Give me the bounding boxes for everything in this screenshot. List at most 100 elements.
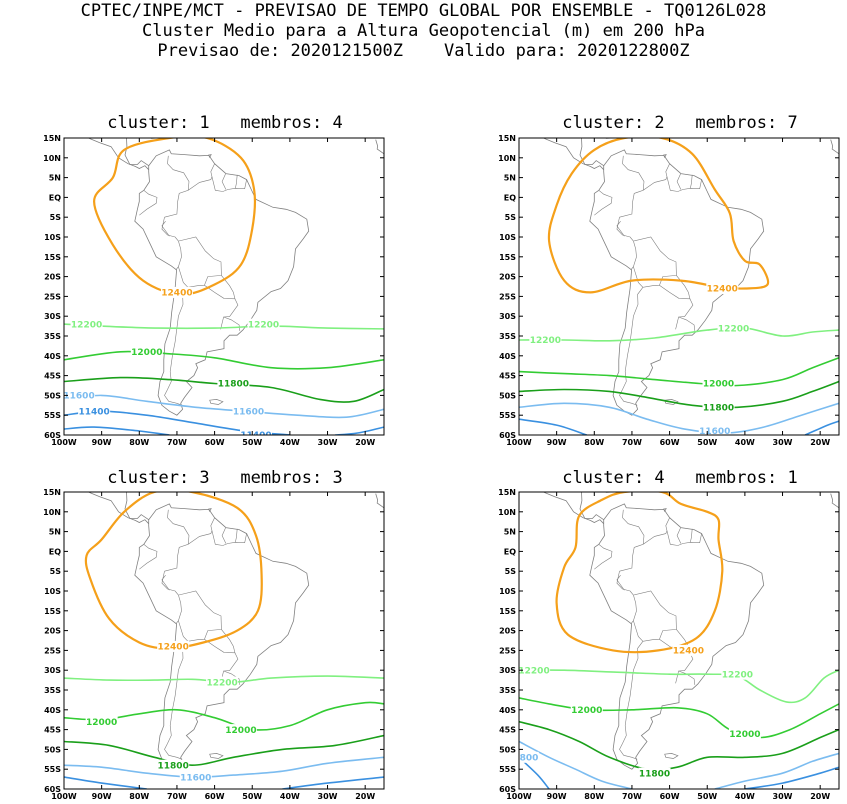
country-border [665, 517, 702, 546]
contour-line [519, 720, 839, 771]
country-border [221, 173, 227, 190]
lat-tick-label: 30S [499, 312, 516, 321]
country-border [204, 629, 236, 654]
country-border [188, 176, 213, 191]
lat-tick-label: 10N [43, 154, 61, 163]
contour-line [519, 357, 839, 387]
contour-line [64, 426, 170, 435]
contour-label: 12200 [71, 320, 102, 330]
lon-tick-label: 80W [584, 438, 604, 447]
contour-label-bg [70, 318, 103, 330]
contour-label: 11400 [78, 407, 109, 417]
coastline [542, 492, 604, 524]
map-content: 12400 12200 12200 12000 12000 11800 11800 [519, 492, 839, 789]
lat-tick-label: 50S [499, 745, 516, 754]
country-border [204, 275, 236, 300]
country-border [619, 641, 644, 760]
lon-tick-label: 40W [280, 792, 300, 801]
contour-label: 12000 [703, 380, 734, 390]
map-frame [63, 137, 385, 436]
coastline [579, 492, 604, 521]
contour-label-bg [721, 668, 754, 680]
lon-tick-label: 100W [51, 792, 77, 801]
contour-line [64, 776, 147, 789]
country-border [675, 298, 694, 330]
lat-tick-label: 35S [44, 332, 61, 341]
coastline [124, 138, 149, 167]
lat-tick-label: 15S [499, 253, 516, 262]
contour-line [744, 766, 839, 789]
country-border [220, 298, 239, 330]
contour-line [335, 426, 384, 435]
coastline [375, 493, 384, 509]
contour-line [64, 323, 384, 330]
contour-label-bg [247, 318, 280, 330]
lat-tick-label: 5S [505, 567, 517, 576]
coastline [87, 492, 149, 524]
contour-line [64, 756, 384, 778]
contour-label: 12000 [86, 718, 117, 728]
lon-tick-label: 30W [318, 438, 338, 447]
contour-label: 12200 [718, 324, 749, 334]
contour-label-bg [702, 378, 735, 390]
lat-tick-label: 15N [498, 488, 516, 497]
lon-tick-label: 80W [129, 792, 149, 801]
lat-tick-label: 15S [44, 607, 61, 616]
lat-tick-label: 40S [499, 352, 516, 361]
lon-tick-label: 30W [318, 792, 338, 801]
country-border [139, 544, 158, 570]
lon-tick-label: 100W [506, 792, 532, 801]
lat-tick-label: 20S [44, 627, 61, 636]
country-border [678, 670, 696, 685]
map-panel-cluster-4: 12400 12200 12200 12000 12000 11800 11800 15N 10… [498, 488, 840, 801]
contour-line [519, 380, 839, 409]
lat-tick-label: 60S [499, 785, 516, 794]
country-border [221, 527, 227, 544]
lat-tick-label: 15S [499, 607, 516, 616]
contour-label: 12000 [729, 730, 760, 740]
lat-tick-label: 40S [499, 706, 516, 715]
lon-tick-label: 100W [506, 438, 532, 447]
lat-tick-label: 40S [44, 352, 61, 361]
lat-tick-label: 15N [43, 488, 61, 497]
contour-label: 11800 [218, 380, 249, 390]
lat-tick-label: 10S [499, 587, 516, 596]
country-border [164, 155, 190, 218]
lat-tick-label: 15N [498, 134, 516, 143]
panel-2-title: cluster: 2 membros: 7 [562, 113, 798, 133]
contour-label: 12400 [707, 285, 738, 295]
country-border [659, 275, 691, 300]
lon-tick-label: 50W [697, 792, 717, 801]
contour-label-bg [570, 704, 603, 716]
lon-tick-label: 30W [773, 792, 793, 801]
map-panel-cluster-1: 12400 12200 12200 12000 11800 11600 11600 11400… [43, 134, 385, 447]
lon-tick-label: 100W [51, 438, 77, 447]
contour-line [519, 697, 839, 739]
lon-tick-label: 60W [660, 438, 680, 447]
country-border [676, 173, 682, 190]
contour-label: 12000 [131, 348, 162, 358]
contour-label: 12200 [722, 670, 753, 680]
coastline [830, 139, 839, 155]
lon-tick-label: 20W [810, 438, 830, 447]
country-border [665, 163, 702, 192]
lat-tick-label: 15S [44, 253, 61, 262]
country-border [161, 221, 170, 237]
contour-label-bg [672, 644, 705, 656]
contour-label-bg [519, 751, 539, 763]
lat-tick-label: 10S [44, 233, 61, 242]
lat-tick-label: 35S [499, 332, 516, 341]
lat-tick-label: 10N [43, 508, 61, 517]
coastline [124, 492, 149, 521]
country-border [616, 221, 625, 237]
lat-tick-label: 40S [44, 706, 61, 715]
contour-label-bg [702, 401, 735, 413]
contour-label-bg [638, 767, 671, 779]
contour-label-bg [706, 282, 739, 294]
contour-line [555, 492, 724, 654]
island [663, 508, 667, 513]
country-border [161, 575, 170, 591]
country-border [188, 530, 213, 545]
lon-tick-label: 70W [622, 792, 642, 801]
contour-label-bg [179, 771, 212, 783]
